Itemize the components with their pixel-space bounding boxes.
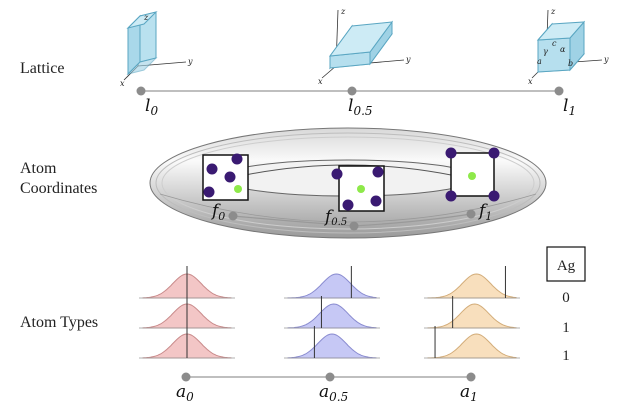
type-label-1: a1 [460,382,478,404]
distribution-curve [427,273,517,299]
element-value-0: 0 [562,290,570,306]
coord-box-0 [202,153,249,201]
axis-y-label: y [603,55,609,64]
coord-node [349,221,359,231]
coord-node [466,209,476,219]
coord-label-05: f0.5 [323,207,347,228]
axis-x-label: x [318,77,323,86]
cell-param-b: b [568,59,573,68]
axis-x-label: x [120,79,125,88]
row-label-lattice: Lattice [20,60,64,77]
axis-y-label: y [405,55,411,64]
type-label-05: a0.5 [319,382,348,404]
row-label-coordinates-line2: Coordinates [20,180,97,197]
element-header: Ag [557,258,576,274]
element-header-box [546,246,586,282]
type-node [466,372,476,382]
row-label-coordinates-line1: Atom [20,160,57,177]
coord-label-1: f1 [477,201,492,223]
lattice-cube-05: y z x [318,7,411,86]
lattice-node [136,86,146,96]
coord-box-05 [331,165,385,212]
cell-param-a: a [537,57,542,66]
distribution-curve [287,303,377,329]
axis-x-label: x [528,77,533,86]
lattice-label-0: l0 [145,96,158,118]
distribution-curve [427,333,517,359]
lattice-cube-1: c γ α a b y z x [528,7,609,86]
type-node [325,372,335,382]
lattice-node [347,86,357,96]
lattice-label-1: l1 [563,96,576,118]
type-distributions [139,266,520,359]
element-value-2: 1 [562,348,570,364]
axis-y-label: y [187,57,193,66]
coord-node [228,211,238,221]
coord-label-0: f0 [210,201,225,223]
type-label-0: a0 [176,382,194,404]
distribution-curve [427,303,517,329]
axis-z-label: z [550,7,556,16]
cell-param-c: c [552,39,557,48]
lattice-label-05: l0.5 [348,96,373,118]
element-value-1: 1 [562,320,570,336]
axis-z-label: z [340,7,346,16]
distribution-curve [287,333,377,359]
row-label-atom-types: Atom Types [20,314,98,331]
axis-z-label: z [143,13,149,22]
lattice-cube-0: y z x [120,11,193,88]
cell-param-gamma: γ [543,47,548,56]
type-node [181,372,191,382]
lattice-node [554,86,564,96]
distribution-curve [287,273,377,299]
cell-param-alpha: α [560,45,566,54]
coord-box-1 [445,147,500,202]
